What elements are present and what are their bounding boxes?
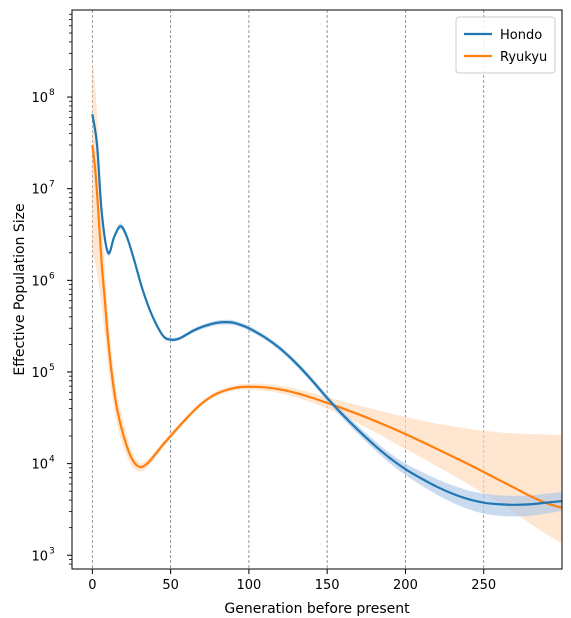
x-tick-label: 200: [393, 578, 418, 593]
legend-box: [455, 16, 556, 74]
series-line-hondo: [91, 114, 563, 506]
series-line-ryukyu: [91, 144, 563, 509]
x-tick-label: 0: [88, 578, 96, 593]
y-tick-label: 10: [31, 274, 48, 289]
y-tick-label: 10: [31, 366, 48, 381]
x-tick-label: 50: [162, 578, 179, 593]
y-axis-label: Effective Population Size: [12, 203, 28, 375]
confidence-band-ryukyu: [92, 59, 562, 544]
y-tick-exponent: 3: [49, 546, 55, 556]
series-lines: [91, 114, 563, 509]
y-tick-label: 10: [31, 549, 48, 564]
y-tick-label: 10: [31, 91, 48, 106]
y-tick-label: 10: [31, 458, 48, 473]
y-tick-exponent: 4: [49, 455, 55, 465]
legend-label-ryukyu: Ryukyu: [500, 50, 547, 65]
y-tick-label: 10: [31, 183, 48, 198]
x-tick-label: 100: [236, 578, 261, 593]
x-axis-label: Generation before present: [224, 601, 410, 617]
legend: Hondo Ryukyu: [455, 16, 556, 74]
confidence-bands: [92, 59, 562, 544]
y-tick-exponent: 5: [49, 363, 55, 373]
y-tick-exponent: 8: [49, 88, 55, 98]
legend-label-hondo: Hondo: [500, 28, 542, 43]
y-tick-exponent: 6: [49, 271, 55, 281]
x-tick-label: 150: [315, 578, 340, 593]
x-tick-label: 250: [471, 578, 496, 593]
x-axis-ticks: 0 50 100 150 200 250: [88, 569, 496, 593]
y-tick-exponent: 7: [49, 180, 55, 190]
